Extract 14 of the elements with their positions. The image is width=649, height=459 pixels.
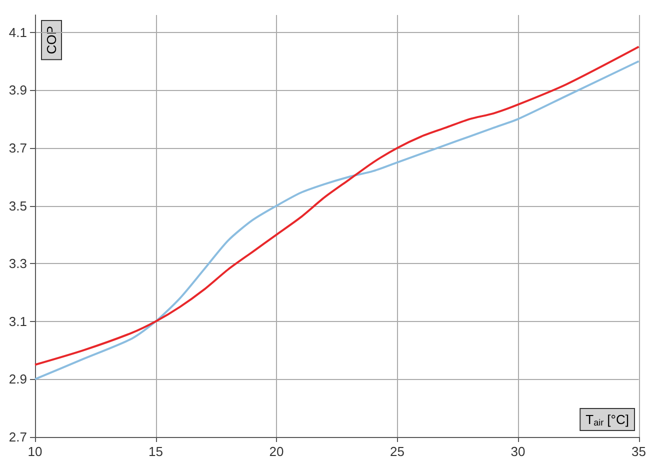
y-tick-label: 3.5 xyxy=(8,198,27,214)
x-tick-label: 25 xyxy=(390,444,404,459)
y-tick-label: 3.7 xyxy=(8,140,27,156)
x-tick-label: 10 xyxy=(28,444,42,459)
y-tick-label: 2.7 xyxy=(8,430,27,444)
x-tick-label: 15 xyxy=(148,444,163,459)
x-tick-label: 35 xyxy=(632,444,646,459)
y-tick-label: 3.9 xyxy=(8,82,27,98)
y-tick-label: 4.1 xyxy=(8,24,27,40)
y-tick-label: 3.3 xyxy=(8,256,27,272)
x-tick-label: 30 xyxy=(510,444,526,459)
x-tick-label: 20 xyxy=(269,444,284,459)
y-tick-label: 3.1 xyxy=(8,314,27,329)
y-tick-label: 2.9 xyxy=(8,372,27,387)
